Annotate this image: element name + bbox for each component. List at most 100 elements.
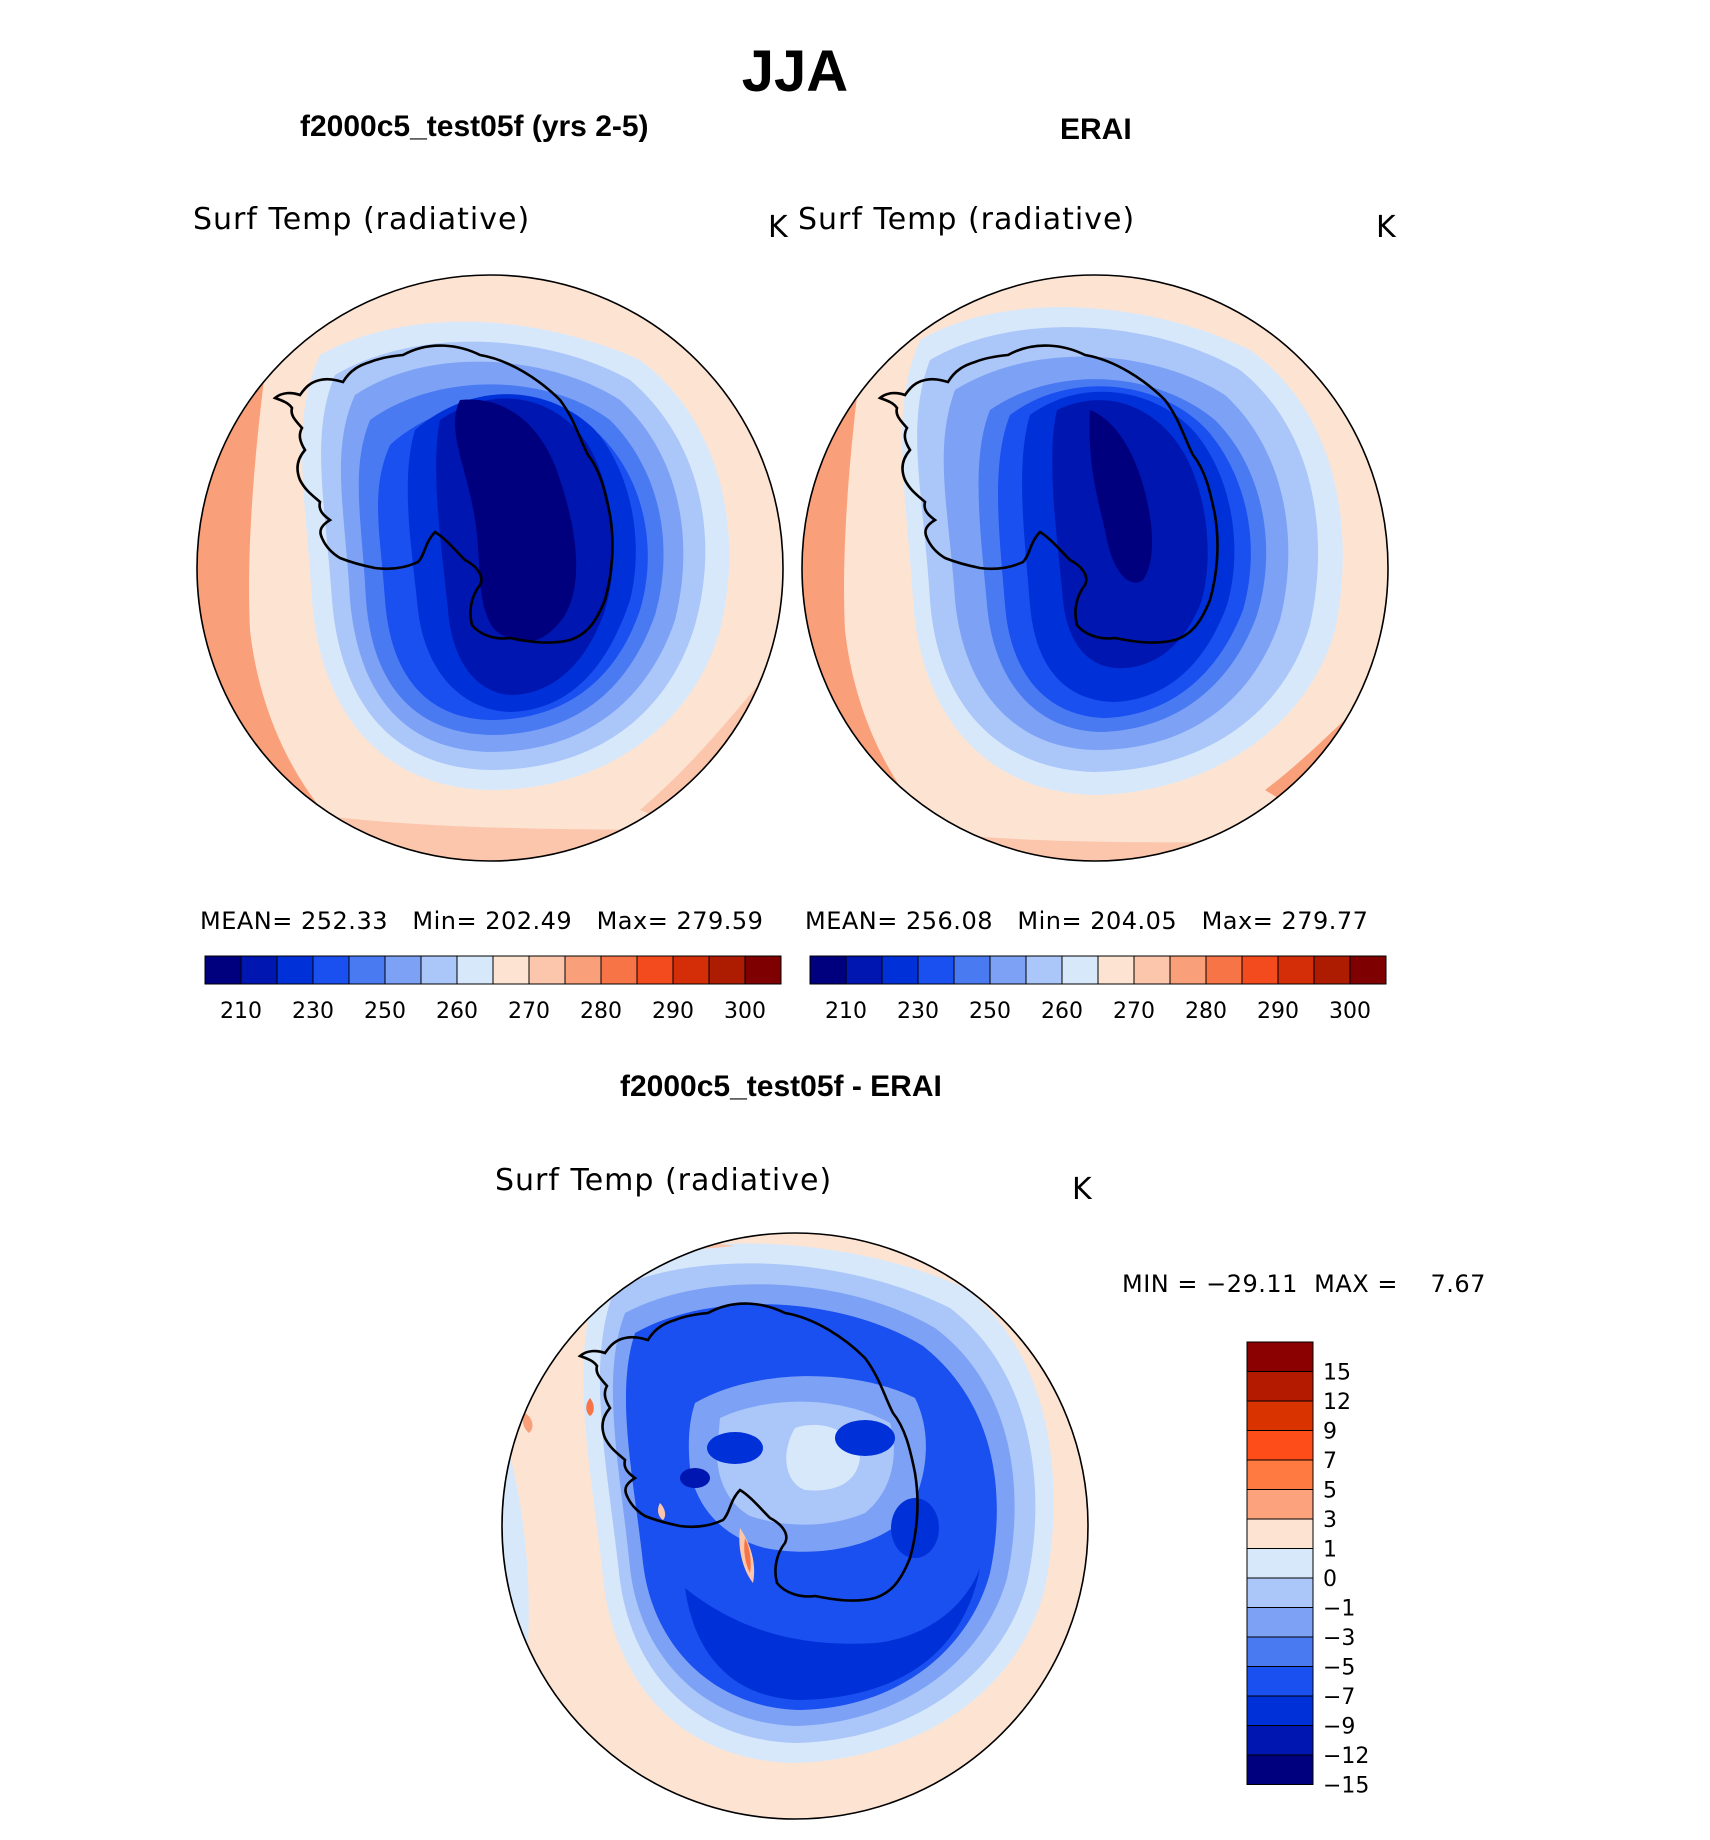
- colorbar-left-tick-label: 300: [724, 999, 766, 1018]
- colorbar-diff-swatch: [1246, 1430, 1314, 1461]
- colorbar-left: 210 230 250 260 270 280 290 300: [204, 955, 782, 1018]
- map-right-contours: [802, 275, 1388, 861]
- colorbar-right-tick-label: 230: [897, 999, 939, 1018]
- colorbar-diff-tick-label: −9: [1323, 1715, 1355, 1740]
- colorbar-diff-tick-label: 7: [1323, 1449, 1337, 1474]
- colorbar-right-swatch: [1133, 955, 1171, 985]
- colorbar-right-tick-label: 280: [1185, 999, 1227, 1018]
- colorbar-right-tick-label: 290: [1257, 999, 1299, 1018]
- colorbar-left-tick-label: 280: [580, 999, 622, 1018]
- colorbar-left-swatch: [600, 955, 638, 985]
- colorbar-diff-tick-label: −3: [1323, 1626, 1355, 1651]
- map-diff-border: [501, 1232, 1089, 1820]
- colorbar-right-swatch: [953, 955, 991, 985]
- colorbar-left-tick-label: 260: [436, 999, 478, 1018]
- colorbar-diff-swatch: [1246, 1695, 1314, 1726]
- colorbar-diff-swatch: [1246, 1341, 1314, 1372]
- panel-left-max-label: Max=: [596, 907, 669, 935]
- colorbar-right-swatch: [1277, 955, 1315, 985]
- colorbar-diff-swatch: [1246, 1371, 1314, 1402]
- colorbar-diff-swatch: [1246, 1754, 1314, 1785]
- colorbar-left-swatch: [528, 955, 566, 985]
- map-right-border: [801, 274, 1389, 862]
- colorbar-left-swatch: [348, 955, 386, 985]
- panel-right-variable: Surf Temp (radiative): [798, 202, 1136, 237]
- colorbar-right-tick-label: 250: [969, 999, 1011, 1018]
- colorbar-left-swatch: [420, 955, 458, 985]
- colorbar-right-tick-label: 210: [825, 999, 867, 1018]
- colorbar-right-swatch: [1313, 955, 1351, 985]
- panel-right-max: 279.77: [1281, 907, 1369, 935]
- colorbar-diff-tick-label: 3: [1323, 1508, 1337, 1533]
- colorbar-left-tick-label: 250: [364, 999, 406, 1018]
- colorbar-right-swatch: [1205, 955, 1243, 985]
- colorbar-left-swatch: [204, 955, 242, 985]
- colorbar-left-swatch: [456, 955, 494, 985]
- panel-left-max: 279.59: [676, 907, 764, 935]
- colorbar-diff-tick-label: 1: [1323, 1538, 1337, 1563]
- colorbar-diff-swatch: [1246, 1400, 1314, 1431]
- colorbar-right-tick-label: 260: [1041, 999, 1083, 1018]
- colorbar-diff-swatch: [1246, 1607, 1314, 1638]
- colorbar-right-swatch: [989, 955, 1027, 985]
- colorbar-left-tick-label: 290: [652, 999, 694, 1018]
- colorbar-left-swatch: [672, 955, 710, 985]
- colorbar-right-swatch: [1025, 955, 1063, 985]
- colorbar-left-swatch: [312, 955, 350, 985]
- colorbar-left-tick-label: 270: [508, 999, 550, 1018]
- colorbar-diff-tick-label: 5: [1323, 1479, 1337, 1504]
- colorbar-left-swatch: [492, 955, 530, 985]
- colorbar-diff-tick-label: −7: [1323, 1685, 1355, 1710]
- colorbar-diff-tick-label: 15: [1323, 1361, 1351, 1386]
- colorbar-right-swatch: [917, 955, 955, 985]
- panel-left-variable: Surf Temp (radiative): [193, 202, 531, 237]
- panel-right-min: 204.05: [1090, 907, 1178, 935]
- colorbar-diff-tick-label: −1: [1323, 1597, 1355, 1622]
- map-diff-contours: [502, 1233, 1088, 1819]
- colorbar-right: 210 230 250 260 270 280 290 300: [809, 955, 1387, 1018]
- colorbar-diff-tick-label: 0: [1323, 1567, 1337, 1592]
- colorbar-diff-tick-label: −15: [1323, 1774, 1369, 1799]
- panel-right-min-label: Min=: [1017, 907, 1083, 935]
- colorbar-diff-swatch: [1246, 1666, 1314, 1697]
- colorbar-right-tick-label: 270: [1113, 999, 1155, 1018]
- colorbar-left-swatch: [276, 955, 314, 985]
- main-title: JJA: [741, 39, 849, 104]
- colorbar-right-swatch: [809, 955, 847, 985]
- panel-left-min: 202.49: [485, 907, 573, 935]
- colorbar-left-tick-label: 210: [220, 999, 262, 1018]
- panel-right-title: ERAI: [1060, 113, 1132, 146]
- antarctica-coastline: [877, 344, 1219, 644]
- colorbar-right-swatch: [1169, 955, 1207, 985]
- colorbar-right-swatch: [845, 955, 883, 985]
- map-diff: [501, 1232, 1089, 1820]
- map-left-contours: [197, 275, 783, 861]
- panel-left-units: K: [768, 210, 789, 245]
- colorbar-right-swatch: [1241, 955, 1279, 985]
- antarctica-coastline: [577, 1302, 919, 1602]
- diff-panel-variable: Surf Temp (radiative): [495, 1163, 833, 1198]
- diff-panel-title: f2000c5_test05f - ERAI: [620, 1070, 942, 1103]
- colorbar-left-swatch: [744, 955, 782, 985]
- colorbar-diff-tick-label: −5: [1323, 1656, 1355, 1681]
- colorbar-diff-tick-label: 9: [1323, 1420, 1337, 1445]
- colorbar-right-swatch: [881, 955, 919, 985]
- panel-left-min-label: Min=: [412, 907, 478, 935]
- colorbar-left-swatch: [384, 955, 422, 985]
- colorbar-left-swatch: [564, 955, 602, 985]
- diff-panel-units: K: [1072, 1172, 1093, 1207]
- map-right-erai: [801, 274, 1389, 862]
- diff-minmax: MIN = −29.11 MAX = 7.67: [1122, 1270, 1486, 1298]
- colorbar-left-swatch: [240, 955, 278, 985]
- panel-right-mean-label: MEAN=: [805, 907, 898, 935]
- colorbar-diff-swatch: [1246, 1636, 1314, 1667]
- colorbar-diff-swatch: [1246, 1577, 1314, 1608]
- panel-left-mean-label: MEAN=: [200, 907, 293, 935]
- colorbar-left-swatch: [708, 955, 746, 985]
- colorbar-diff: 15 12 9 7 5 3 1 0 −1 −3 −5 −7 −9 −12 −15: [1246, 1341, 1369, 1799]
- colorbar-right-swatch: [1349, 955, 1387, 985]
- colorbar-diff-swatch: [1246, 1725, 1314, 1756]
- colorbar-right-swatch: [1097, 955, 1135, 985]
- panel-right-max-label: Max=: [1201, 907, 1274, 935]
- panel-right-units: K: [1376, 210, 1397, 245]
